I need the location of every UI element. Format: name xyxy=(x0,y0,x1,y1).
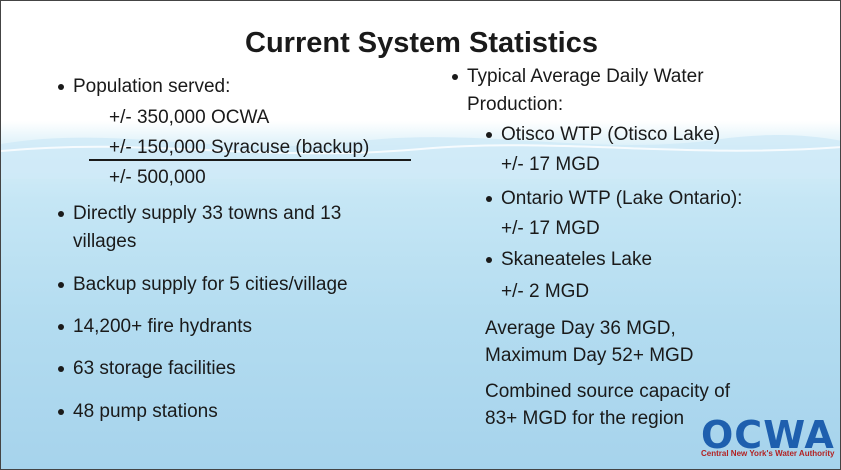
bullet-text: Directly supply 33 towns and 13 xyxy=(73,204,341,223)
note-text: 83+ MGD for the region xyxy=(485,409,684,428)
sub-bullet-text: Ontario WTP (Lake Ontario): xyxy=(501,189,742,208)
sub-text: +/- 17 MGD xyxy=(501,155,600,174)
sub-text: +/- 2 MGD xyxy=(501,282,589,301)
slide: Current System Statistics Population ser… xyxy=(0,0,841,470)
sub-bullet-text: Skaneateles Lake xyxy=(501,250,652,269)
sub-text: +/- 350,000 OCWA xyxy=(109,108,269,127)
sub-text: +/- 500,000 xyxy=(109,168,206,187)
sub-text: +/- 150,000 Syracuse (backup) xyxy=(109,138,369,157)
bullet-text: 63 storage facilities xyxy=(73,359,236,378)
sub-text: +/- 17 MGD xyxy=(501,219,600,238)
note-text: Average Day 36 MGD, xyxy=(485,319,676,338)
bullet-text: Backup supply for 5 cities/village xyxy=(73,275,348,294)
note-text: Combined source capacity of xyxy=(485,382,730,401)
logo-tagline: Central New York's Water Authority xyxy=(701,449,834,458)
bullet-text: villages xyxy=(73,232,136,251)
bullet-text: Typical Average Daily Water xyxy=(467,67,704,86)
bullet-text: 14,200+ fire hydrants xyxy=(73,317,252,336)
sum-rule xyxy=(89,159,411,161)
bullet-text: 48 pump stations xyxy=(73,402,218,421)
slide-title: Current System Statistics xyxy=(1,27,841,60)
bullet-text: Production: xyxy=(467,95,563,114)
bullet-text: Population served: xyxy=(73,77,230,96)
sub-bullet-text: Otisco WTP (Otisco Lake) xyxy=(501,125,720,144)
note-text: Maximum Day 52+ MGD xyxy=(485,346,694,365)
